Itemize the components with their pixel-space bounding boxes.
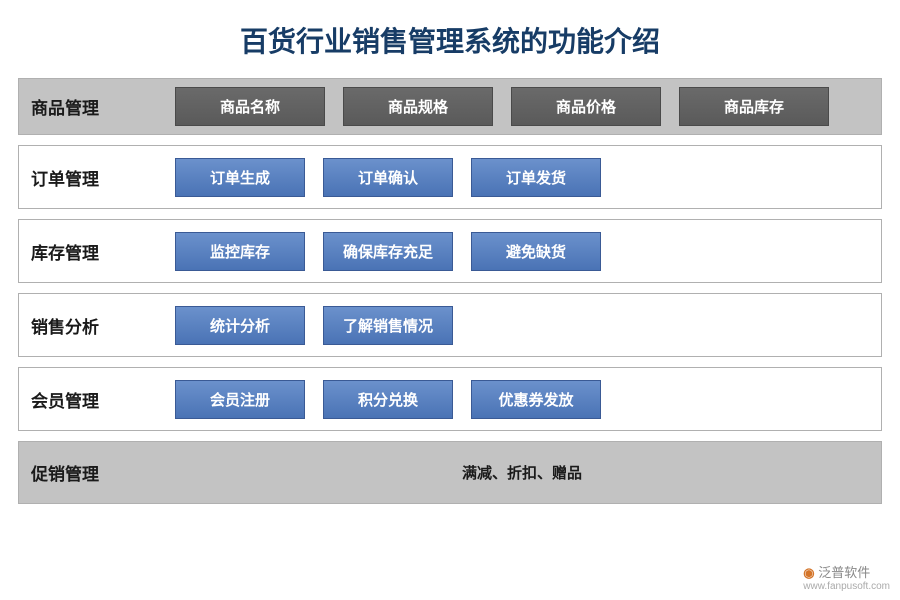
page-title: 百货行业销售管理系统的功能介绍: [18, 20, 882, 60]
feature-item: 商品价格: [511, 87, 661, 126]
feature-item: 避免缺货: [471, 232, 601, 271]
items-group: 商品名称商品规格商品价格商品库存: [175, 87, 869, 126]
category-label: 库存管理: [31, 239, 161, 264]
category-row: 库存管理监控库存确保库存充足避免缺货: [18, 219, 882, 283]
category-label: 商品管理: [31, 94, 161, 119]
items-group: 会员注册积分兑换优惠券发放: [175, 380, 869, 419]
rows-container: 商品管理商品名称商品规格商品价格商品库存订单管理订单生成订单确认订单发货库存管理…: [18, 78, 882, 431]
feature-item: 订单确认: [323, 158, 453, 197]
feature-item: 统计分析: [175, 306, 305, 345]
footer-category: 促销管理: [31, 460, 161, 485]
feature-item: 积分兑换: [323, 380, 453, 419]
feature-item: 商品库存: [679, 87, 829, 126]
feature-item: 了解销售情况: [323, 306, 453, 345]
items-group: 统计分析了解销售情况: [175, 306, 869, 345]
feature-item: 商品名称: [175, 87, 325, 126]
category-row: 订单管理订单生成订单确认订单发货: [18, 145, 882, 209]
feature-item: 监控库存: [175, 232, 305, 271]
feature-item: 订单生成: [175, 158, 305, 197]
feature-item: 商品规格: [343, 87, 493, 126]
category-row: 会员管理会员注册积分兑换优惠券发放: [18, 367, 882, 431]
watermark: ◉ 泛普软件 www.fanpusoft.com: [803, 562, 890, 592]
footer-row: 促销管理 满减、折扣、赠品: [18, 441, 882, 504]
category-label: 订单管理: [31, 165, 161, 190]
category-label: 会员管理: [31, 387, 161, 412]
feature-item: 确保库存充足: [323, 232, 453, 271]
category-row: 销售分析统计分析了解销售情况: [18, 293, 882, 357]
watermark-brand: 泛普软件: [818, 565, 870, 580]
watermark-url: www.fanpusoft.com: [803, 581, 890, 592]
items-group: 监控库存确保库存充足避免缺货: [175, 232, 869, 271]
watermark-icon: ◉: [803, 565, 814, 580]
feature-item: 订单发货: [471, 158, 601, 197]
feature-item: 会员注册: [175, 380, 305, 419]
category-row: 商品管理商品名称商品规格商品价格商品库存: [18, 78, 882, 135]
feature-item: 优惠券发放: [471, 380, 601, 419]
items-group: 订单生成订单确认订单发货: [175, 158, 869, 197]
footer-text: 满减、折扣、赠品: [175, 462, 869, 483]
category-label: 销售分析: [31, 313, 161, 338]
